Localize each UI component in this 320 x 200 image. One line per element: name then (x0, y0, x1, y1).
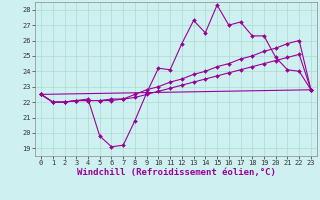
X-axis label: Windchill (Refroidissement éolien,°C): Windchill (Refroidissement éolien,°C) (76, 168, 276, 177)
